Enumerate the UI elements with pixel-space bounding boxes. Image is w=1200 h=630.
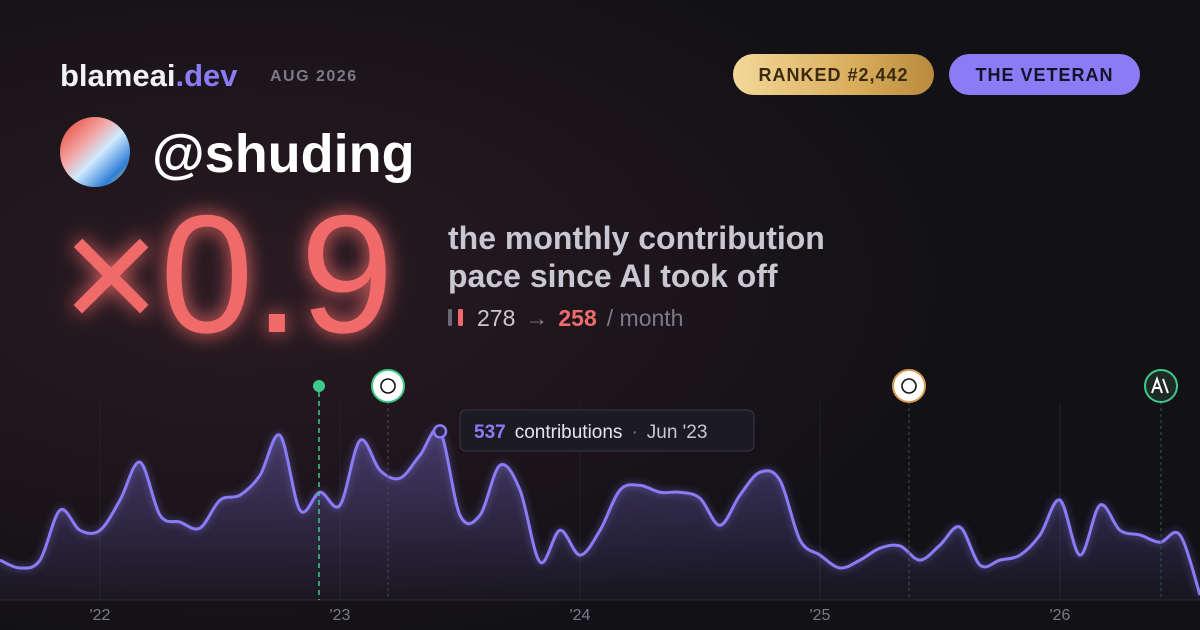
unit: / month (607, 305, 684, 331)
x-tick-label: '22 (90, 607, 111, 624)
multiplier: ×0.9 (62, 180, 394, 368)
legend-icon (448, 309, 452, 326)
after-value: 258 (558, 305, 597, 331)
tooltip-value: 537 (474, 422, 506, 443)
line (0, 427, 1200, 596)
before-value: 278 (477, 305, 515, 331)
event-glyph (380, 378, 396, 394)
event-icon (1144, 369, 1178, 403)
tooltip-text: 537 contributions · Jun '23 (474, 422, 707, 443)
title-badge-text: THE VETERAN (975, 65, 1113, 85)
caption-line: the monthly contribution (448, 220, 825, 256)
legend-icon (458, 309, 463, 326)
brand-tld: .dev (175, 58, 238, 93)
date: AUG 2026 (270, 68, 358, 85)
title-badge (949, 54, 1140, 95)
x-tick-label: '25 (810, 607, 831, 624)
rank-badge (733, 54, 934, 95)
hover-point (432, 424, 448, 439)
event-dot (313, 380, 325, 392)
chart: '22 '23 '24 '25 '26 537 contributions · Jun '23 (0, 402, 1200, 624)
tooltip-unit: contributions (515, 422, 623, 443)
event-markers (313, 369, 1178, 600)
area (0, 429, 1200, 600)
caption-line: pace since AI took off (448, 258, 778, 294)
arrow: → (525, 305, 548, 331)
event-glyph (901, 378, 917, 394)
x-tick-label: '26 (1050, 607, 1071, 624)
stat-line: 278 → 258 / month (477, 305, 683, 331)
brand-name: blameai (60, 58, 175, 93)
event-glyph (1151, 376, 1169, 394)
brand: blameai.dev (60, 58, 238, 93)
tooltip-separator: · (631, 422, 637, 443)
event-icon (892, 369, 926, 403)
handle: @shuding (152, 124, 415, 184)
event-icon (371, 369, 405, 403)
avatar (60, 117, 130, 187)
x-tick-label: '23 (330, 607, 351, 624)
rank-text: RANKED #2,442 (758, 65, 908, 85)
tooltip-box (459, 409, 755, 452)
tooltip-label: Jun '23 (647, 422, 708, 443)
x-tick-label: '24 (570, 607, 591, 624)
